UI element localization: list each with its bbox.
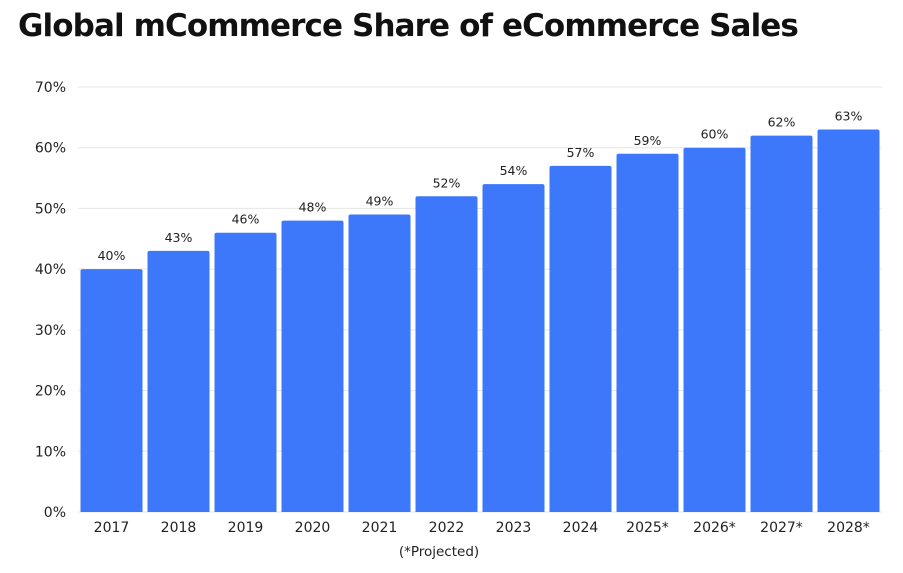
bars: [80, 129, 880, 513]
data-label: 40%: [98, 248, 126, 263]
y-axis-ticks: 0% 10% 20% 30% 40% 50% 60% 70%: [35, 80, 66, 521]
x-tick-label: 2023: [496, 520, 532, 536]
x-tick-label: 2021: [362, 520, 398, 536]
y-tick-label: 30%: [35, 323, 66, 339]
data-label: 60%: [701, 127, 729, 142]
data-label: 48%: [299, 200, 327, 215]
y-tick-label: 70%: [35, 80, 66, 96]
bar: [750, 135, 813, 513]
bar: [415, 196, 478, 513]
bar: [549, 165, 612, 512]
bar: [214, 232, 277, 512]
data-label: 59%: [634, 133, 662, 148]
x-tick-label: 2020: [295, 520, 331, 536]
x-tick-label: 2022: [429, 520, 465, 536]
bar: [281, 220, 344, 513]
x-tick-label: 2025*: [626, 520, 669, 536]
bar: [817, 129, 880, 512]
x-tick-label: 2028*: [827, 520, 870, 536]
y-tick-label: 40%: [35, 262, 66, 278]
x-axis-ticks: 2017 2018 2019 2020 2021 2022 2023 2024 2025* 202…: [94, 520, 870, 536]
y-tick-label: 10%: [35, 444, 66, 460]
data-label: 52%: [433, 175, 461, 190]
y-tick-label: 50%: [35, 201, 66, 217]
chart-title: Global mCommerce Share of eCommerce Sale…: [18, 8, 799, 44]
y-tick-label: 60%: [35, 141, 66, 157]
data-label: 63%: [835, 109, 863, 124]
bar: [348, 214, 411, 512]
x-tick-label: 2024: [563, 520, 599, 536]
footnote: (*Projected): [399, 544, 479, 560]
gridlines: [78, 86, 882, 513]
x-tick-label: 2018: [161, 520, 197, 536]
data-label: 54%: [500, 163, 528, 178]
x-tick-label: 2017: [94, 520, 130, 536]
data-labels: 40% 43% 46% 48% 49% 52% 54% 57% 59% 60% 62% 63%: [98, 109, 863, 264]
bar: [482, 184, 545, 512]
y-tick-label: 20%: [35, 384, 66, 400]
bar: [80, 269, 143, 512]
data-label: 62%: [768, 115, 796, 130]
data-label: 49%: [366, 194, 394, 209]
x-tick-label: 2019: [228, 520, 264, 536]
x-tick-label: 2027*: [760, 520, 803, 536]
data-label: 43%: [165, 230, 193, 245]
bar: [616, 153, 679, 513]
bar: [683, 147, 746, 512]
data-label: 46%: [232, 212, 260, 227]
y-tick-label: 0%: [44, 505, 66, 521]
data-label: 57%: [567, 145, 595, 160]
x-tick-label: 2026*: [693, 520, 736, 536]
bar: [147, 250, 210, 512]
